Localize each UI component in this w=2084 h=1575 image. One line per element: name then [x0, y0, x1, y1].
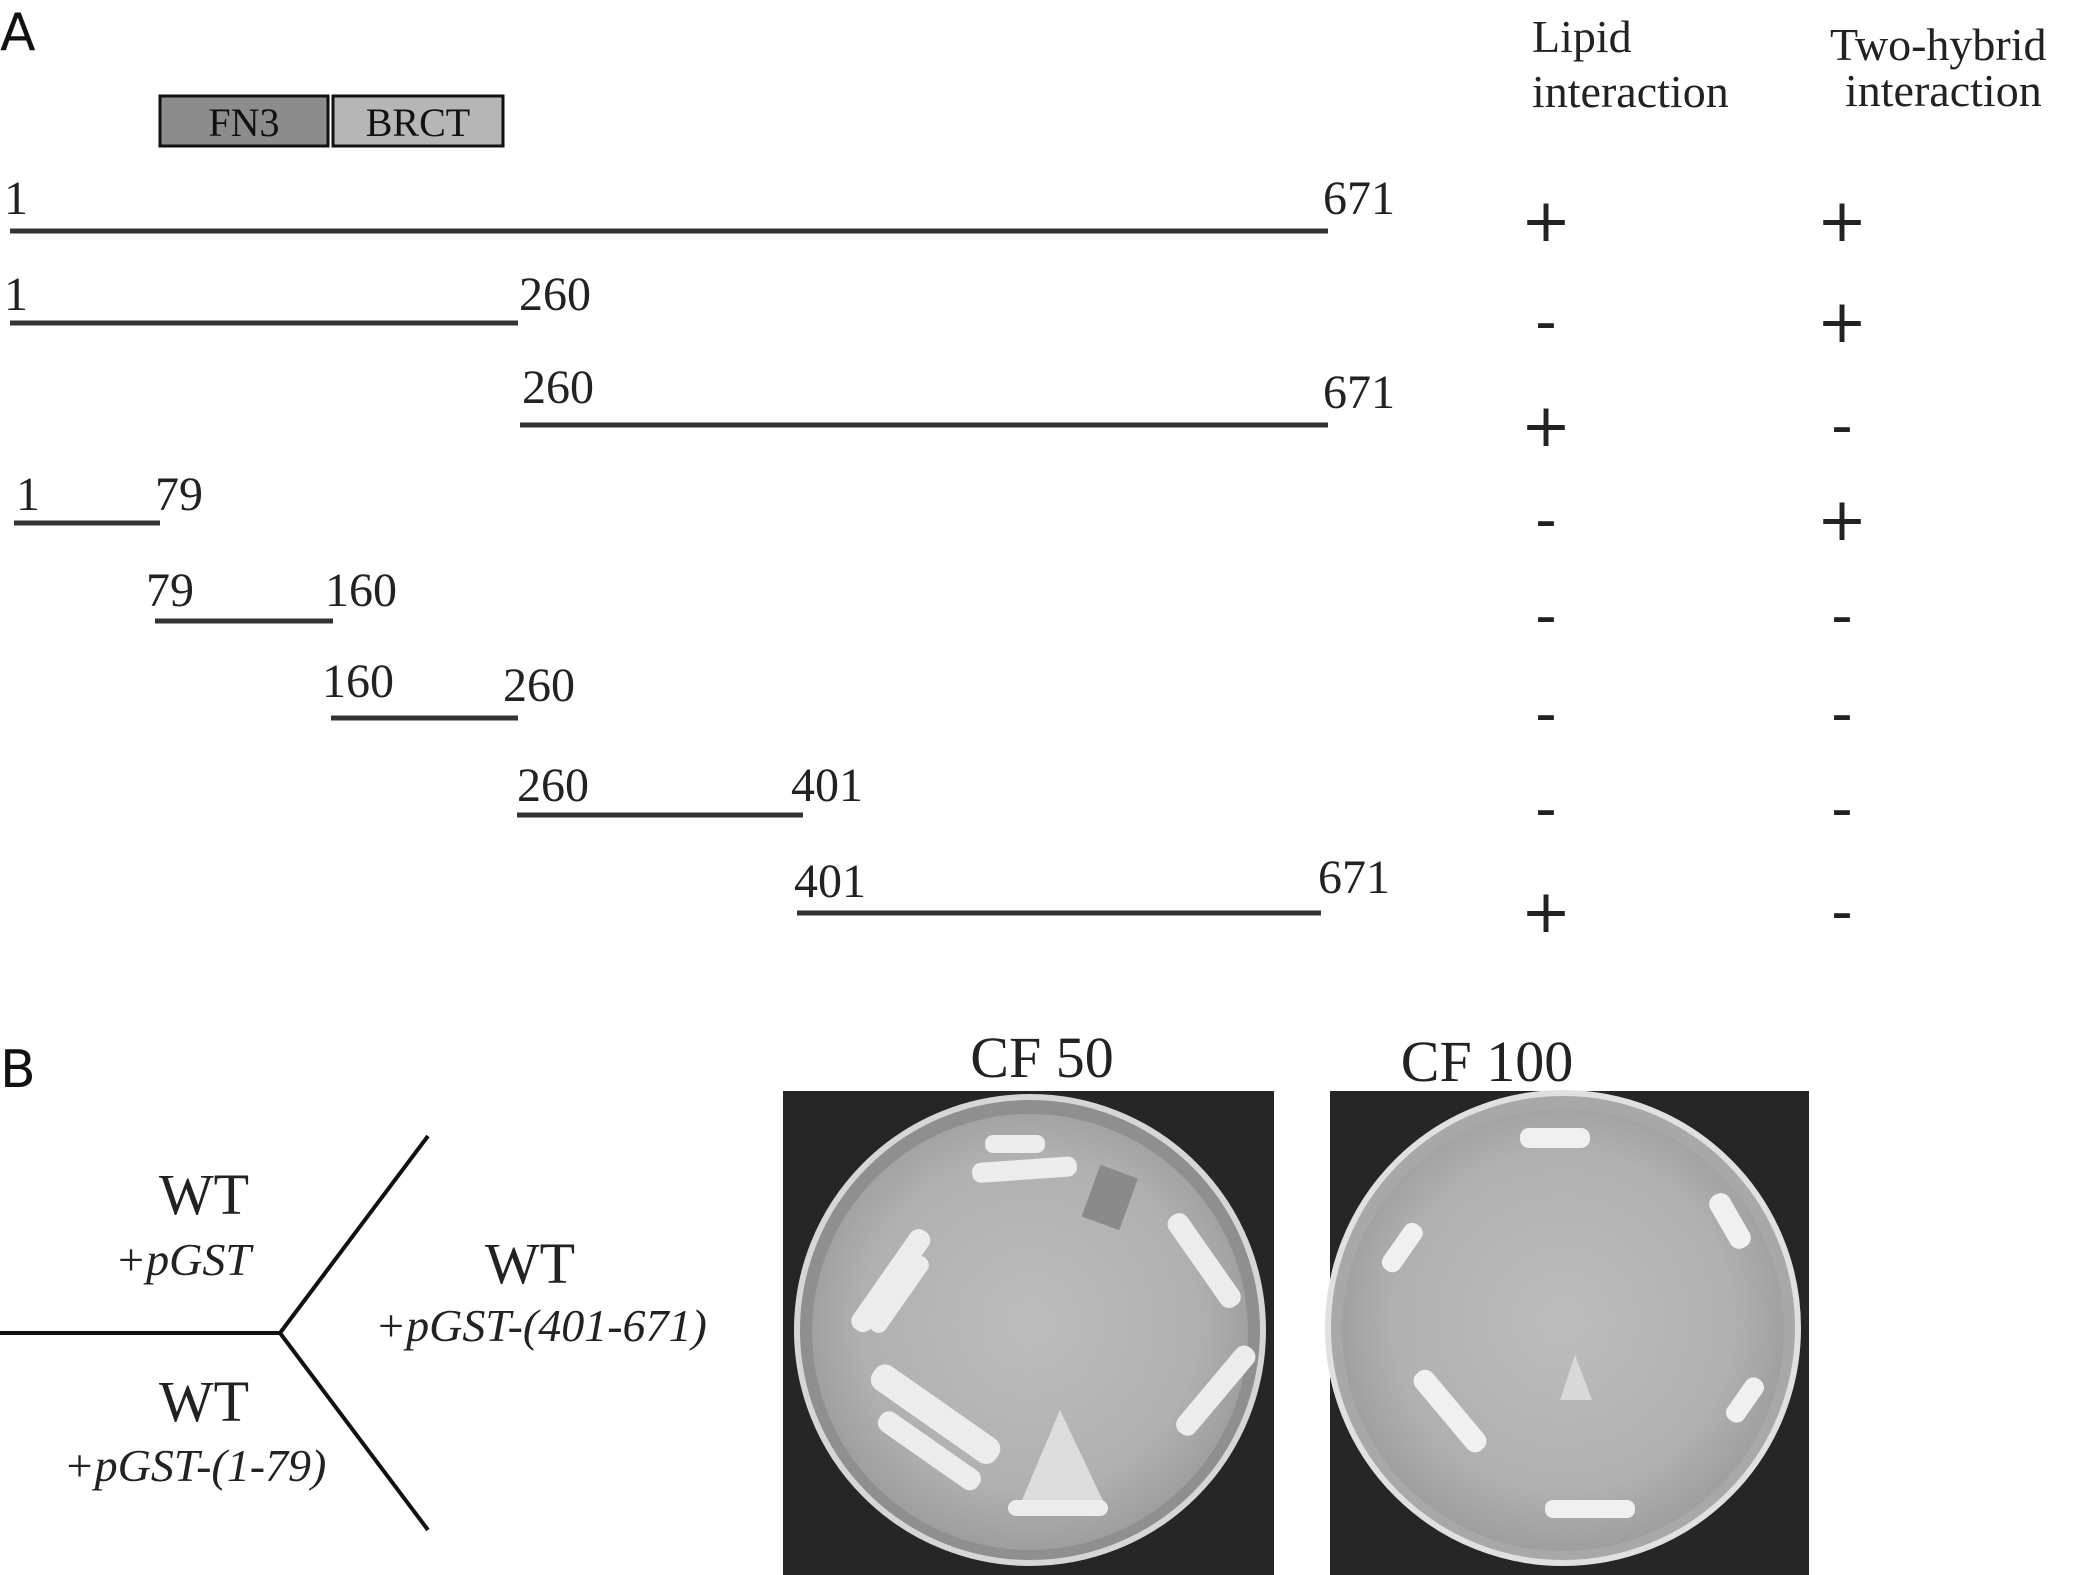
- lipid-result: -: [1535, 287, 1557, 357]
- two-hybrid-result: -: [1831, 877, 1853, 947]
- sector-divider-lines: [0, 1134, 430, 1532]
- construct-row: 401 671 + -: [794, 851, 1853, 947]
- sector-right-plasmid: +pGST-(401-671): [375, 1300, 707, 1351]
- agar-surface: [1342, 1109, 1784, 1551]
- construct-end-label: 401: [791, 759, 863, 812]
- construct-row: 260 401 - -: [517, 759, 1853, 844]
- fn3-domain-label: FN3: [208, 100, 279, 145]
- column-headers: Lipid interaction Two-hybrid interaction: [1532, 11, 2047, 117]
- lipid-header-line2: interaction: [1532, 66, 1729, 117]
- construct-row: 79 160 - -: [146, 564, 1853, 651]
- label-tape: [1081, 1164, 1139, 1231]
- two-hybrid-result: +: [1817, 485, 1867, 555]
- construct-start-label: 79: [146, 564, 194, 617]
- two-hybrid-result: -: [1831, 774, 1853, 844]
- sector-right-strain: WT: [485, 1231, 575, 1296]
- two-hybrid-header-line2: interaction: [1845, 65, 2042, 116]
- construct-start-label: 260: [517, 759, 589, 812]
- construct-start-label: 1: [4, 172, 28, 225]
- construct-row: 1 671 + +: [4, 172, 1867, 256]
- brct-domain-box: [331, 94, 505, 148]
- two-hybrid-result: +: [1817, 287, 1867, 357]
- plate-title: CF 50: [970, 1025, 1113, 1090]
- construct-end-label: 79: [155, 468, 203, 521]
- construct-end-label: 671: [1323, 172, 1395, 225]
- panel-a: A FN3 BRCT Lipid interaction Two-hybrid …: [0, 3, 2047, 947]
- brct-domain-label: BRCT: [366, 100, 470, 145]
- plate-cf50: CF 50: [783, 1025, 1274, 1575]
- construct-row: 1 79 - +: [14, 468, 1867, 555]
- domain-diagram: FN3 BRCT: [158, 94, 505, 148]
- construct-start-label: 1: [16, 468, 40, 521]
- construct-end-label: 671: [1318, 851, 1390, 904]
- construct-start-label: 260: [522, 361, 594, 414]
- plate-cf100: CF 100: [1325, 1029, 1809, 1575]
- sector-bottom-left-plasmid: +pGST-(1-79): [64, 1440, 327, 1491]
- two-hybrid-result: -: [1831, 679, 1853, 749]
- colony-streaks: [1381, 1128, 1764, 1518]
- lipid-result: +: [1521, 186, 1571, 256]
- construct-row: 160 260 - -: [322, 655, 1853, 749]
- construct-end-label: 671: [1323, 366, 1395, 419]
- plate-sector-key: WT +pGST WT +pGST-(401-671) WT +pGST-(1-…: [0, 1134, 707, 1532]
- sector-top-left-strain: WT: [159, 1162, 249, 1227]
- construct-end-label: 260: [519, 268, 591, 321]
- plate-title: CF 100: [1401, 1029, 1573, 1094]
- construct-start-label: 160: [322, 655, 394, 708]
- panel-b: B WT +pGST WT +pGST-(401-671) WT +pGST-(…: [0, 1025, 1809, 1575]
- two-hybrid-header-line1: Two-hybrid: [1830, 19, 2047, 70]
- panel-a-label: A: [0, 3, 36, 63]
- sector-top-left-plasmid: +pGST: [115, 1234, 254, 1285]
- fn3-domain-box: [158, 94, 330, 148]
- lipid-result: +: [1521, 877, 1571, 947]
- construct-end-label: 260: [503, 659, 575, 712]
- construct-row: 1 260 - +: [4, 268, 1867, 357]
- construct-start-label: 1: [4, 268, 28, 321]
- two-hybrid-result: -: [1831, 391, 1853, 461]
- sector-bottom-left-strain: WT: [159, 1369, 249, 1434]
- lipid-result: -: [1535, 679, 1557, 749]
- panel-b-label: B: [0, 1040, 36, 1100]
- lipid-result: -: [1535, 774, 1557, 844]
- lipid-header-line1: Lipid: [1532, 11, 1632, 62]
- colony-streaks: [851, 1135, 1256, 1516]
- lipid-result: -: [1535, 485, 1557, 555]
- construct-end-label: 160: [325, 564, 397, 617]
- two-hybrid-result: -: [1831, 581, 1853, 651]
- two-hybrid-result: +: [1817, 186, 1867, 256]
- construct-start-label: 401: [794, 855, 866, 908]
- lipid-result: +: [1521, 391, 1571, 461]
- lipid-result: -: [1535, 581, 1557, 651]
- construct-row: 260 671 + -: [520, 361, 1853, 461]
